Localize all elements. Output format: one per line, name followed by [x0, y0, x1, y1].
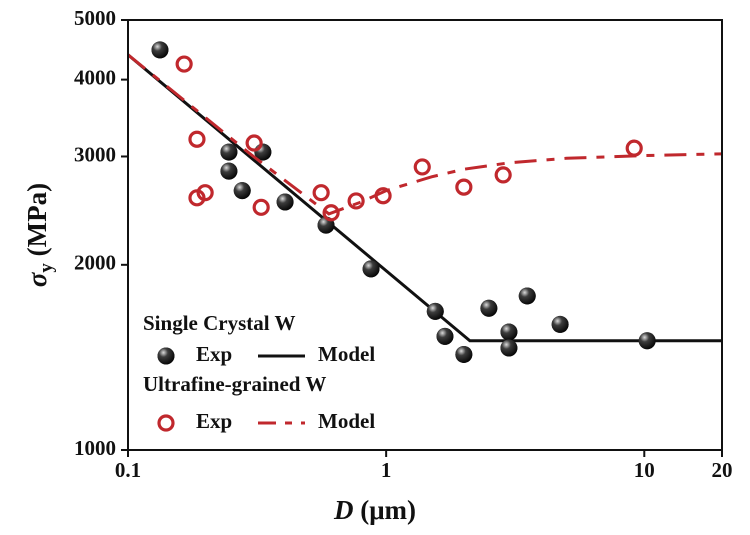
marker	[220, 162, 238, 180]
marker-shade	[480, 299, 498, 317]
legend-label: Exp	[196, 409, 232, 433]
marker	[374, 187, 392, 205]
marker	[551, 315, 569, 333]
marker	[500, 339, 518, 357]
model-line	[128, 53, 722, 216]
marker-shade	[455, 345, 473, 363]
marker-shade	[436, 327, 454, 345]
marker	[245, 134, 263, 152]
marker-shade	[157, 347, 175, 365]
marker	[455, 178, 473, 196]
marker-shade	[233, 182, 251, 200]
legend-title: Single Crystal W	[143, 311, 295, 335]
y-label-subscript: y	[36, 263, 57, 273]
marker	[188, 130, 206, 148]
x-tick-label: 0.1	[115, 458, 141, 482]
marker	[638, 332, 656, 350]
marker-shade	[638, 332, 656, 350]
marker	[175, 55, 193, 73]
x-tick-label: 10	[634, 458, 655, 482]
y-tick-label: 5000	[74, 6, 116, 30]
y-axis-label: σy (MPa)	[22, 183, 57, 287]
marker	[151, 41, 169, 59]
legend-label: Model	[318, 342, 375, 366]
plot-frame	[127, 19, 723, 451]
y-label-unit: (MPa)	[22, 183, 52, 256]
y-tick-label: 3000	[74, 142, 116, 166]
plot-area	[128, 41, 722, 363]
legend-label: Exp	[196, 342, 232, 366]
legend-label: Model	[318, 409, 375, 433]
marker	[518, 287, 536, 305]
marker-shade	[362, 260, 380, 278]
marker	[426, 302, 444, 320]
marker	[455, 345, 473, 363]
marker-shade	[220, 143, 238, 161]
x-label-symbol: D	[333, 495, 354, 525]
y-tick-label: 2000	[74, 251, 116, 275]
marker	[413, 158, 431, 176]
marker	[157, 414, 175, 432]
marker	[322, 204, 340, 222]
marker-shade	[276, 193, 294, 211]
marker	[494, 166, 512, 184]
legend: Single Crystal W Exp Model Ultrafine-graine…	[143, 311, 375, 433]
y-tick-label: 4000	[74, 65, 116, 89]
marker	[312, 184, 330, 202]
marker-shade	[426, 302, 444, 320]
marker-shade	[220, 162, 238, 180]
marker	[480, 299, 498, 317]
marker	[625, 139, 643, 157]
x-axis-label: D (μm)	[333, 495, 416, 525]
marker	[233, 182, 251, 200]
marker	[196, 184, 214, 202]
marker-shade	[518, 287, 536, 305]
marker	[252, 198, 270, 216]
marker	[362, 260, 380, 278]
marker	[500, 323, 518, 341]
marker-shade	[551, 315, 569, 333]
x-label-unit: (μm)	[360, 495, 416, 525]
x-tick-label: 20	[712, 458, 733, 482]
y-label-symbol: σ	[22, 271, 52, 287]
marker	[436, 327, 454, 345]
marker-shade	[151, 41, 169, 59]
x-tick-label: 1	[381, 458, 392, 482]
model-line	[128, 53, 722, 343]
marker	[157, 347, 175, 365]
marker	[276, 193, 294, 211]
marker	[347, 192, 365, 210]
legend-title: Ultrafine-grained W	[143, 372, 326, 396]
y-tick-label: 1000	[74, 436, 116, 460]
marker	[220, 143, 238, 161]
marker-shade	[500, 339, 518, 357]
marker-shade	[500, 323, 518, 341]
